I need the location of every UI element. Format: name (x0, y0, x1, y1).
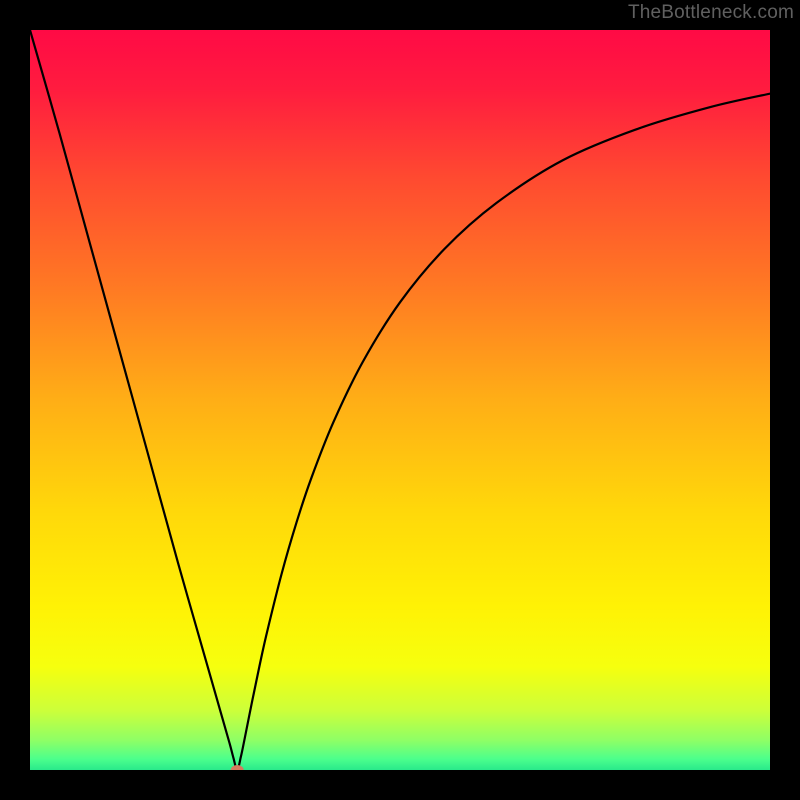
bottleneck-chart (0, 0, 800, 800)
chart-background (30, 30, 770, 770)
chart-frame (0, 0, 800, 800)
watermark-text: TheBottleneck.com (628, 2, 794, 24)
